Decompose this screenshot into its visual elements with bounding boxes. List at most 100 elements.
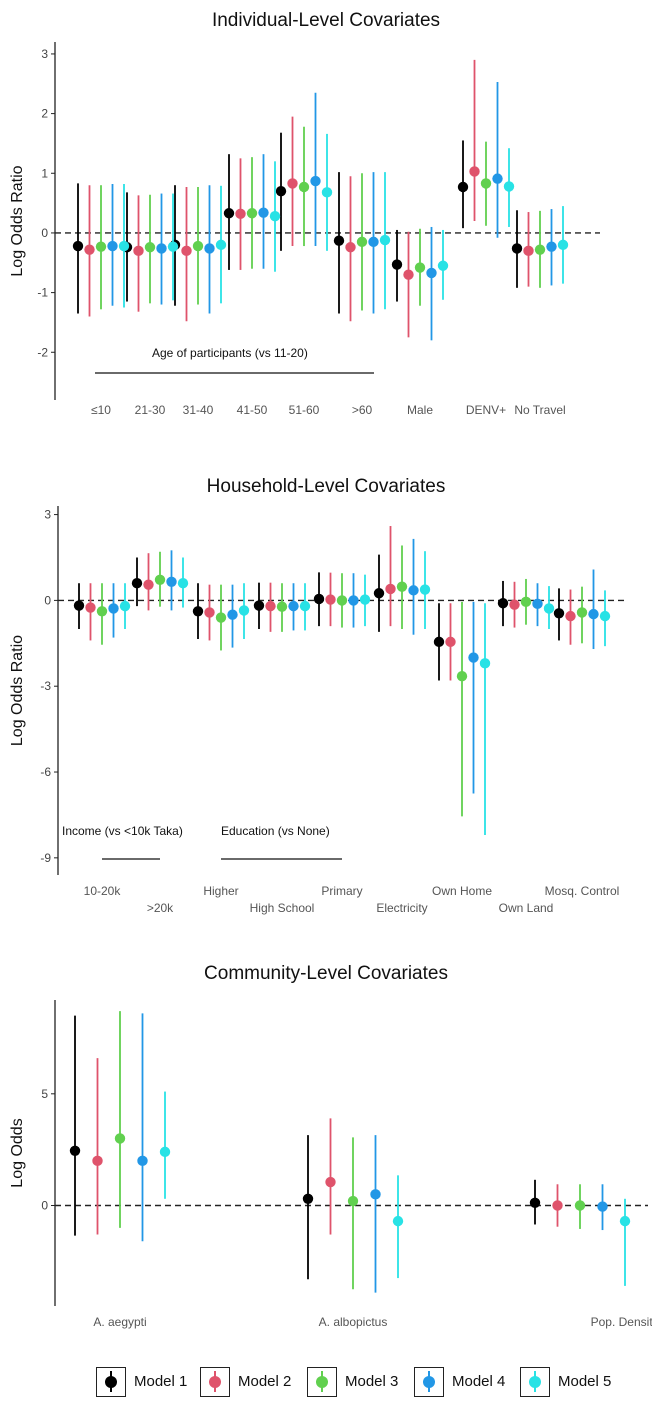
point-primary xyxy=(359,594,371,605)
point-own-land xyxy=(520,596,532,608)
series-model-3 xyxy=(96,545,588,817)
legend-label: Model 3 xyxy=(345,1373,399,1390)
point-male xyxy=(391,259,403,270)
legend-key-icon xyxy=(307,1367,337,1397)
category-label-own-home: Own Home xyxy=(432,884,492,898)
household-level-chart-svg: Household-Level Covariates Log Odds Ratio… xyxy=(9,476,627,915)
point-21-30 xyxy=(167,241,179,252)
point-41-50 xyxy=(223,208,235,219)
point-electricity xyxy=(408,585,419,596)
chart-title: Individual-Level Covariates xyxy=(212,10,440,31)
category-label-primary: Primary xyxy=(321,884,362,898)
point-a-aegypti xyxy=(92,1155,103,1167)
point-high-school xyxy=(265,600,276,612)
point-20k xyxy=(177,578,189,589)
point-high-school xyxy=(288,600,299,612)
legend-key-dot xyxy=(209,1376,221,1388)
chart-title: Household-Level Covariates xyxy=(207,476,446,497)
category-label-higher: Higher xyxy=(203,884,238,898)
point-10-20k xyxy=(73,600,85,611)
series-model-2 xyxy=(84,59,534,338)
point-a-aegypti xyxy=(159,1146,171,1158)
individual-level-chart: Individual-Level Covariates Log Odds Rati… xyxy=(0,0,652,430)
point-electricity xyxy=(373,588,385,599)
point-own-home xyxy=(479,658,491,669)
annotation-label: Income (vs <10k Taka) xyxy=(62,824,183,838)
point-31-40 xyxy=(192,240,204,252)
point-pop-density-log-scale xyxy=(597,1201,608,1212)
legend-key-icon xyxy=(520,1367,550,1397)
point-mosq-control xyxy=(599,610,611,622)
point-60 xyxy=(356,236,368,248)
series-model-2 xyxy=(85,526,576,681)
point-21-30 xyxy=(156,243,167,254)
point-20k xyxy=(143,579,154,590)
legend-key-icon xyxy=(200,1367,230,1397)
point-31-40 xyxy=(181,245,192,257)
household-level-chart: Household-Level Covariates Log Odds Ratio… xyxy=(0,460,652,930)
legend-key-dot xyxy=(316,1376,328,1388)
point-10 xyxy=(72,240,84,252)
series-model-2 xyxy=(92,1058,563,1235)
y-axis-label: Log Odds xyxy=(9,1118,26,1187)
category-label-no-travel: No Travel xyxy=(514,403,565,417)
point-electricity xyxy=(385,583,396,595)
point-own-land xyxy=(543,603,555,614)
point-denv xyxy=(480,178,492,189)
point-51-60 xyxy=(298,181,310,193)
point-own-land xyxy=(532,598,543,610)
series-model-4 xyxy=(137,1013,608,1293)
category-label-pop-density-log-scale: Pop. Density (log scale xyxy=(591,1315,652,1329)
point-no-travel xyxy=(546,241,557,252)
legend-label: Model 2 xyxy=(238,1373,292,1390)
category-label-31-40: 31-40 xyxy=(183,403,214,417)
category-label-high-school: High School xyxy=(250,901,315,915)
individual-level-chart-svg: Individual-Level Covariates Log Odds Rati… xyxy=(9,10,600,417)
category-label-mosq-control: Mosq. Control xyxy=(545,884,620,898)
y-tick-label: 5 xyxy=(41,1087,48,1101)
point-high-school xyxy=(276,601,288,612)
point-mosq-control xyxy=(553,608,565,619)
y-tick-label: -6 xyxy=(40,765,51,779)
point-51-60 xyxy=(287,178,298,189)
point-20k xyxy=(131,578,143,589)
point-21-30 xyxy=(133,245,144,257)
category-label-51-60: 51-60 xyxy=(289,403,320,417)
point-electricity xyxy=(396,581,408,592)
point-10 xyxy=(107,240,118,252)
point-41-50 xyxy=(246,208,258,219)
legend-key-icon xyxy=(414,1367,444,1397)
y-tick-label: 2 xyxy=(41,107,48,121)
point-51-60 xyxy=(310,175,321,187)
point-denv xyxy=(503,181,515,192)
series-model-3 xyxy=(95,126,546,311)
point-primary xyxy=(325,594,336,605)
point-10 xyxy=(84,244,95,255)
series-model-5 xyxy=(119,551,611,835)
community-level-chart-svg: Community-Level Covariates Log Odds 0 5 A. a… xyxy=(9,963,652,1329)
category-label-electricity: Electricity xyxy=(376,901,427,915)
point-own-land xyxy=(509,599,520,610)
point-higher xyxy=(238,605,250,616)
point-a-aegypti xyxy=(137,1155,148,1167)
point-51-60 xyxy=(321,187,333,198)
point-41-50 xyxy=(235,208,246,220)
point-21-30 xyxy=(144,242,156,253)
point-31-40 xyxy=(204,243,215,254)
point-mosq-control xyxy=(565,610,576,622)
series-model-1 xyxy=(72,132,523,314)
point-pop-density-log-scale xyxy=(552,1200,563,1211)
category-label-41-50: 41-50 xyxy=(237,403,268,417)
y-tick-label: -2 xyxy=(37,345,48,359)
point-a-albopictus xyxy=(347,1195,359,1207)
annotation-label: Age of participants (vs 11-20) xyxy=(152,346,308,360)
y-axis-label: Log Odds Ratio xyxy=(9,165,26,276)
y-axis-label: Log Odds Ratio xyxy=(9,635,26,746)
series-model-1 xyxy=(69,1015,541,1280)
legend-key-dot xyxy=(423,1376,435,1388)
y-tick-label: -3 xyxy=(40,679,51,693)
point-own-home xyxy=(468,652,479,663)
point-primary xyxy=(336,595,348,606)
legend-label: Model 1 xyxy=(134,1373,188,1390)
community-level-chart: Community-Level Covariates Log Odds 0 5 A. a… xyxy=(0,950,652,1360)
